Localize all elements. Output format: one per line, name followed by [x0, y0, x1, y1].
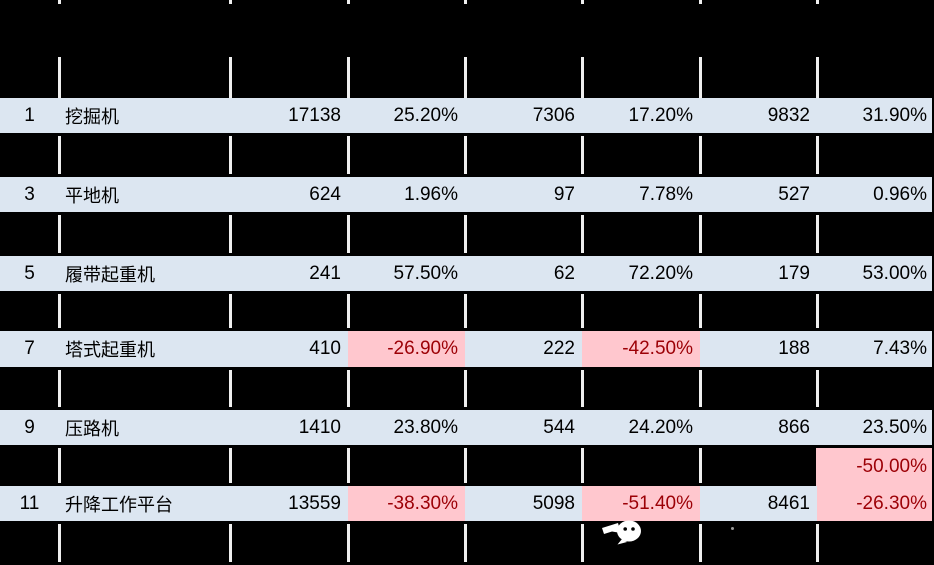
hidden-row-gridlines: [0, 448, 934, 483]
value-cell[interactable]: 17138: [288, 104, 341, 126]
value-cell[interactable]: 866: [778, 416, 810, 438]
value-cell[interactable]: 0.96%: [873, 183, 927, 205]
value-cell[interactable]: 410: [309, 338, 341, 359]
table-row: 9 压路机 1410 23.80% 544 24.20% 866 23.50%: [0, 410, 934, 445]
value-cell[interactable]: 72.20%: [628, 262, 693, 284]
value-cell[interactable]: 13559: [288, 492, 341, 514]
value-cell[interactable]: 624: [309, 183, 341, 205]
dot-icon: [731, 527, 734, 530]
wechat-icon: [602, 520, 641, 545]
value-cell[interactable]: 57.50%: [393, 262, 458, 284]
row-number-cell[interactable]: 9: [24, 416, 35, 438]
value-cell[interactable]: 62: [553, 262, 575, 284]
value-cell[interactable]: 1410: [298, 416, 341, 438]
machine-name-cell[interactable]: 挖掘机: [65, 106, 119, 127]
value-cell[interactable]: 17.20%: [628, 104, 693, 126]
hidden-row-gridlines: [0, 524, 934, 562]
value-cell[interactable]: 5098: [532, 492, 575, 514]
row-number-cell[interactable]: 1: [24, 104, 35, 126]
value-cell[interactable]: 544: [543, 416, 575, 438]
value-cell[interactable]: 23.80%: [393, 416, 458, 438]
value-cell[interactable]: 25.20%: [393, 104, 458, 126]
value-cell[interactable]: -38.30%: [348, 486, 465, 521]
value-cell[interactable]: 241: [309, 262, 341, 284]
hidden-row-gridlines: [0, 294, 934, 328]
hidden-row-gridlines: [0, 370, 934, 407]
value-cell[interactable]: -51.40%: [582, 486, 700, 521]
value-cell[interactable]: 222: [543, 338, 575, 359]
table-row: 3 平地机 624 1.96% 97 7.78% 527 0.96%: [0, 177, 934, 212]
table-row: 7 塔式起重机 410 -26.90% 222 -42.50% 188 7.43…: [0, 331, 934, 367]
value-cell[interactable]: 31.90%: [862, 104, 927, 126]
row-number-cell[interactable]: 11: [19, 492, 40, 514]
value-cell[interactable]: 527: [778, 183, 810, 205]
top-gridline-ticks: [0, 0, 934, 4]
machine-name-cell[interactable]: 压路机: [65, 418, 119, 439]
value-cell[interactable]: 179: [778, 262, 810, 284]
value-cell[interactable]: -26.30%: [817, 486, 934, 521]
value-cell[interactable]: 97: [553, 183, 575, 205]
hidden-row-negative-cell[interactable]: -50.00%: [816, 448, 934, 486]
right-edge-strip: [932, 98, 934, 521]
value-cell[interactable]: 1.96%: [404, 183, 458, 205]
value-cell[interactable]: 23.50%: [862, 416, 927, 438]
row-number-cell[interactable]: 5: [24, 262, 35, 284]
value-cell[interactable]: 9832: [767, 104, 810, 126]
value-cell[interactable]: 8461: [767, 492, 810, 514]
value-cell[interactable]: 7.43%: [873, 338, 927, 359]
machine-name-cell[interactable]: 升降工作平台: [65, 494, 173, 515]
hidden-row-gridlines: [0, 136, 934, 174]
value-cell[interactable]: 188: [778, 338, 810, 359]
value-cell[interactable]: -42.50%: [582, 331, 700, 367]
table-row: 1 挖掘机 17138 25.20% 7306 17.20% 9832 31.9…: [0, 98, 934, 133]
row-number-cell[interactable]: 7: [24, 338, 35, 359]
machine-name-cell[interactable]: 履带起重机: [65, 264, 155, 285]
value-cell[interactable]: 7306: [532, 104, 575, 126]
hidden-row-gridlines: [0, 57, 934, 98]
hidden-row-gridlines: [0, 215, 934, 253]
row-number-cell[interactable]: 3: [24, 183, 35, 205]
table-row: 5 履带起重机 241 57.50% 62 72.20% 179 53.00%: [0, 256, 934, 291]
machine-name-cell[interactable]: 塔式起重机: [65, 340, 155, 360]
value-cell[interactable]: 24.20%: [628, 416, 693, 438]
table-row: 11 升降工作平台 13559 -38.30% 5098 -51.40% 846…: [0, 486, 934, 521]
value-cell[interactable]: -26.90%: [348, 331, 465, 367]
value-cell[interactable]: 53.00%: [862, 262, 927, 284]
machine-name-cell[interactable]: 平地机: [65, 185, 119, 206]
value-cell[interactable]: 7.78%: [639, 183, 693, 205]
